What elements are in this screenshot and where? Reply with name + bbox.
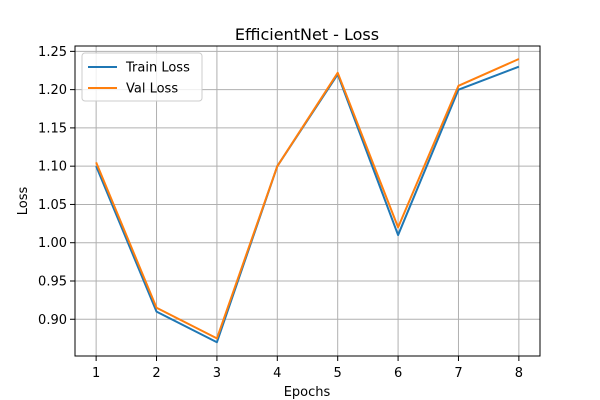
x-tick-label: 7 (454, 366, 462, 381)
series-lines (95, 58, 520, 344)
plot-frame (74, 45, 541, 357)
x-tick-label: 8 (515, 366, 523, 381)
x-tick-label: 3 (213, 366, 221, 381)
grid-lines (75, 46, 540, 356)
y-axis-title: Loss (16, 187, 31, 216)
legend-label-train-loss: Train Loss (125, 61, 190, 76)
x-axis-title: Epochs (284, 385, 331, 400)
y-tick-label: 1.25 (38, 45, 67, 60)
legend: Train Loss Val Loss (81, 52, 203, 102)
legend-label-val-loss: Val Loss (126, 82, 178, 97)
y-axis-ticks: 0.90 0.95 1.00 1.05 1.10 1.15 1.20 1.25 (38, 45, 75, 328)
y-tick-label: 0.90 (38, 313, 67, 328)
x-axis-ticks: 1 2 3 4 5 6 7 8 (92, 356, 523, 381)
y-tick-label: 1.10 (38, 160, 67, 175)
x-tick-label: 4 (273, 366, 281, 381)
x-tick-label: 6 (394, 366, 402, 381)
y-tick-label: 1.00 (38, 236, 67, 251)
y-tick-label: 1.20 (38, 83, 67, 98)
chart-title: EfficientNet - Loss (235, 25, 379, 44)
x-tick-label: 2 (152, 366, 160, 381)
y-tick-label: 1.15 (38, 121, 67, 136)
y-tick-label: 0.95 (38, 274, 67, 289)
y-tick-label: 1.05 (38, 198, 67, 213)
x-tick-label: 5 (334, 366, 342, 381)
x-tick-label: 1 (92, 366, 100, 381)
val-loss-line (95, 58, 520, 340)
